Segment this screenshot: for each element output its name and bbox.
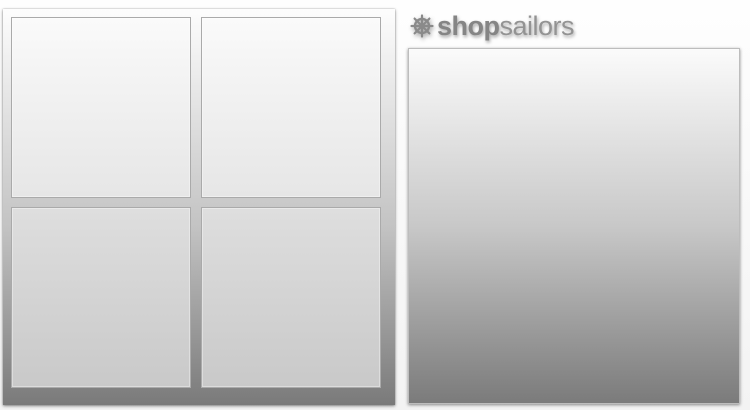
brand-name-bold: shop xyxy=(437,10,500,41)
grid-tile-top-left[interactable] xyxy=(11,17,191,198)
ship-wheel-icon xyxy=(410,14,434,38)
grid-tile-bottom-left[interactable] xyxy=(11,207,191,388)
thumbnail-grid-panel xyxy=(3,9,395,405)
grid-tile-bottom-right[interactable] xyxy=(201,207,381,388)
brand-name-light: sailors xyxy=(499,10,575,41)
brand-wordmark: shopsailors xyxy=(437,10,575,41)
grid-tile-top-right[interactable] xyxy=(201,17,381,198)
brand-logo: shopsailors xyxy=(410,10,575,42)
preview-panel xyxy=(408,48,740,404)
